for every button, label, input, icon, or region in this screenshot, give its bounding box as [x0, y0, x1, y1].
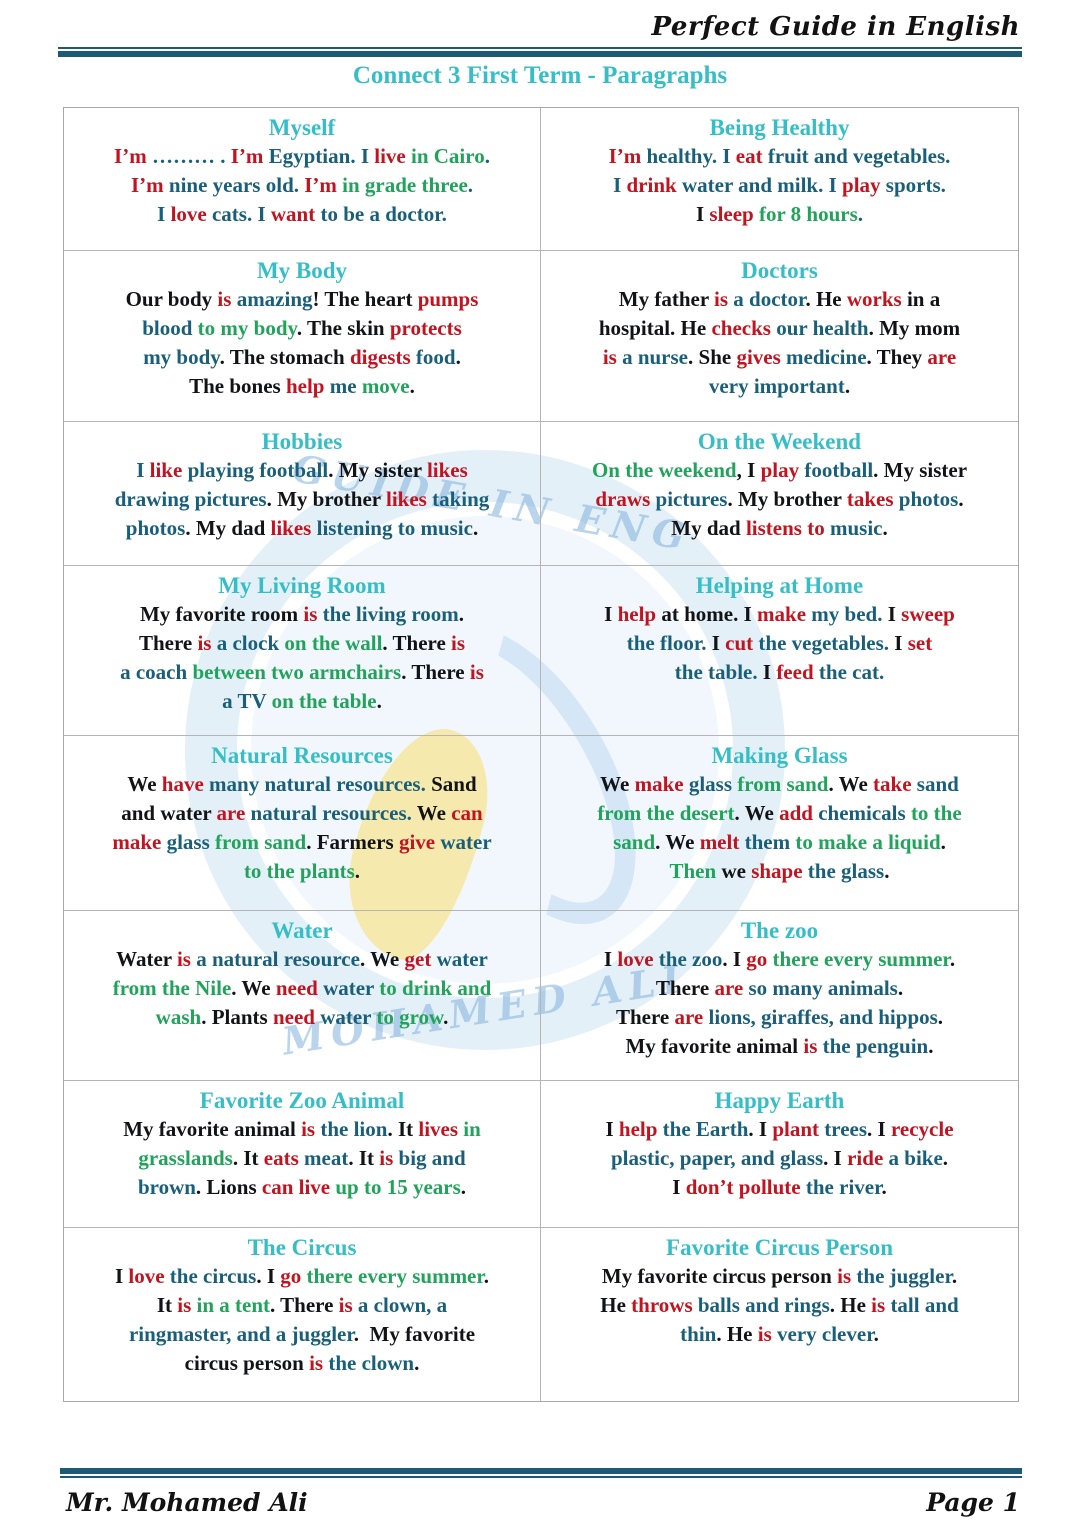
paragraph-title: Doctors — [741, 258, 818, 283]
paragraph-title: My Body — [256, 258, 348, 283]
paragraph-line: I sleep for 8 hours. — [695, 202, 864, 226]
paragraph-line: There is a clock on the wall. There is — [138, 631, 466, 655]
paragraph-line: Then we shape the glass. — [669, 859, 890, 883]
paragraph-line: I don’t pollute the river. — [672, 1175, 887, 1199]
paragraph-line: I help the Earth. I plant trees. I recyc… — [605, 1117, 954, 1141]
paragraph-line: There are lions, giraffes, and hippos. — [615, 1005, 944, 1029]
paragraph-line: a TV on the table. — [222, 689, 382, 713]
paragraph-cell: Happy Earth I help the Earth. I plant tre… — [541, 1081, 1018, 1228]
paragraph-title: Myself — [268, 115, 336, 140]
paragraph-line: the table. I feed the cat. — [674, 660, 885, 684]
paragraph-cell: Hobbies I like playing football. My siste… — [64, 422, 541, 566]
paragraph-line: to the plants. — [243, 859, 361, 883]
paragraph-cell: The Circus I love the circus. I go there … — [64, 1228, 541, 1401]
paragraph-line: My dad listens to music. — [671, 516, 888, 540]
paragraph-cell: My Body Our body is amazing! The heart pu… — [64, 251, 541, 422]
footer-divider — [60, 1468, 1022, 1478]
paragraph-line: photos. My dad likes listening to music. — [125, 516, 479, 540]
paragraph-line: On the weekend, I play football. My sist… — [591, 458, 968, 482]
paragraph-line: the floor. I cut the vegetables. I set — [626, 631, 933, 655]
header-divider — [58, 47, 1022, 57]
paragraph-line: make glass from sand. Farmers give water — [112, 830, 492, 854]
paragraph-cell: Natural Resources We have many natural re… — [64, 736, 541, 911]
paragraph-line: My father is a doctor. He works in a — [618, 287, 941, 311]
paragraph-line: I love the zoo. I go there every summer. — [603, 947, 956, 971]
paragraph-title: The zoo — [740, 918, 819, 943]
paragraph-line: The bones help me move. — [189, 374, 415, 398]
paragraph-line: I’m nine years old. I’m in grade three. — [130, 173, 474, 197]
paragraph-line: is a nurse. She gives medicine. They are — [602, 345, 957, 369]
page-title: Connect 3 First Term - Paragraphs — [352, 62, 728, 89]
paragraph-line: and water are natural resources. We can — [121, 801, 483, 825]
paragraph-title: Favorite Zoo Animal — [199, 1088, 405, 1113]
header-divider-thin-line — [58, 47, 1022, 49]
paragraph-line: I help at home. I make my bed. I sweep — [604, 602, 955, 626]
paragraph-cell: The zoo I love the zoo. I go there every … — [541, 911, 1018, 1081]
footer-divider-thin-line — [60, 1476, 1022, 1478]
paragraph-line: a coach between two armchairs. There is — [120, 660, 484, 684]
paragraph-line: My favorite animal is the lion. It lives… — [123, 1117, 481, 1141]
paragraph-title: The Circus — [247, 1235, 357, 1260]
paragraph-title: Hobbies — [261, 429, 343, 454]
paragraph-line: drawing pictures. My brother likes takin… — [114, 487, 490, 511]
author-name: Mr. Mohamed Ali — [66, 1488, 308, 1517]
paragraph-line: Our body is amazing! The heart pumps — [125, 287, 479, 311]
paragraph-line: He throws balls and rings. He is tall an… — [600, 1293, 959, 1317]
paragraph-cell: My Living Room My favorite room is the li… — [64, 566, 541, 736]
paragraph-line: from the desert. We add chemicals to the — [597, 801, 962, 825]
paragraph-line: circus person is the clown. — [184, 1351, 420, 1375]
paragraph-line: blood to my body. The skin protects — [142, 316, 462, 340]
paragraph-line: I drink water and milk. I play sports. — [613, 173, 946, 197]
paragraph-title: Favorite Circus Person — [666, 1235, 893, 1260]
paragraph-line: very important. — [708, 374, 851, 398]
paragraph-line: brown. Lions can live up to 15 years. — [137, 1175, 467, 1199]
paragraphs-grid: Myself I’m ……… . I’m Egyptian. I live in … — [63, 107, 1019, 1402]
paragraph-line: grasslands. It eats meat. It is big and — [138, 1146, 466, 1170]
paragraph-line: from the Nile. We need water to drink an… — [112, 976, 492, 1000]
paragraph-line: thin. He is very clever. — [680, 1322, 879, 1346]
paragraph-line: ringmaster, and a juggler. My favorite — [128, 1322, 476, 1346]
page-number: Page 1 — [926, 1488, 1020, 1517]
paragraph-title: Making Glass — [711, 743, 848, 768]
paragraph-line: There are so many animals. — [655, 976, 904, 1000]
paragraph-line: plastic, paper, and glass. I ride a bike… — [610, 1146, 949, 1170]
paragraph-cell: Favorite Zoo Animal My favorite animal is… — [64, 1081, 541, 1228]
paragraph-cell: Making Glass We make glass from sand. We … — [541, 736, 1018, 911]
paragraph-line: sand. We melt them to make a liquid. — [613, 830, 946, 854]
paragraph-line: My favorite animal is the penguin. — [625, 1034, 934, 1058]
paragraph-line: I love cats. I want to be a doctor. — [157, 202, 447, 226]
paragraph-line: I’m ……… . I’m Egyptian. I live in Cairo. — [114, 144, 490, 168]
paragraph-line: my body. The stomach digests food. — [143, 345, 461, 369]
paragraph-title: On the Weekend — [697, 429, 862, 454]
paragraph-title: Helping at Home — [695, 573, 864, 598]
paragraph-title: Being Healthy — [709, 115, 850, 140]
paragraph-cell: Favorite Circus Person My favorite circus… — [541, 1228, 1018, 1401]
paragraph-line: My favorite circus person is the juggler… — [601, 1264, 958, 1288]
paragraph-cell: Doctors My father is a doctor. He works i… — [541, 251, 1018, 422]
paragraph-line: hospital. He checks our health. My mom — [598, 316, 961, 340]
paragraph-cell: On the Weekend On the weekend, I play foo… — [541, 422, 1018, 566]
paragraph-line: We make glass from sand. We take sand — [600, 772, 959, 796]
paragraph-title: Water — [271, 918, 333, 943]
paragraph-line: draws pictures. My brother takes photos. — [595, 487, 964, 511]
paragraph-line: I like playing football. My sister likes — [136, 458, 468, 482]
header-divider-thick-line — [58, 51, 1022, 57]
paragraph-line: I love the circus. I go there every summ… — [114, 1264, 490, 1288]
paragraph-cell: Myself I’m ……… . I’m Egyptian. I live in … — [64, 108, 541, 251]
paragraph-cell: Being Healthy I’m healthy. I eat fruit an… — [541, 108, 1018, 251]
paragraph-line: It is in a tent. There is a clown, a — [156, 1293, 448, 1317]
paragraph-cell: Water Water is a natural resource. We get… — [64, 911, 541, 1081]
paragraph-line: wash. Plants need water to grow. — [155, 1005, 449, 1029]
footer-divider-thick-line — [60, 1468, 1022, 1474]
paragraph-cell: Helping at Home I help at home. I make my… — [541, 566, 1018, 736]
paragraph-title: Natural Resources — [211, 743, 393, 768]
brand-title: Perfect Guide in English — [651, 12, 1020, 42]
paragraph-line: We have many natural resources. Sand — [127, 772, 477, 796]
paragraph-line: Water is a natural resource. We get wate… — [116, 947, 488, 971]
paragraph-title: Happy Earth — [714, 1088, 845, 1113]
paragraph-title: My Living Room — [218, 573, 386, 598]
paragraph-line: I’m healthy. I eat fruit and vegetables. — [608, 144, 951, 168]
paragraph-line: My favorite room is the living room. — [139, 602, 465, 626]
